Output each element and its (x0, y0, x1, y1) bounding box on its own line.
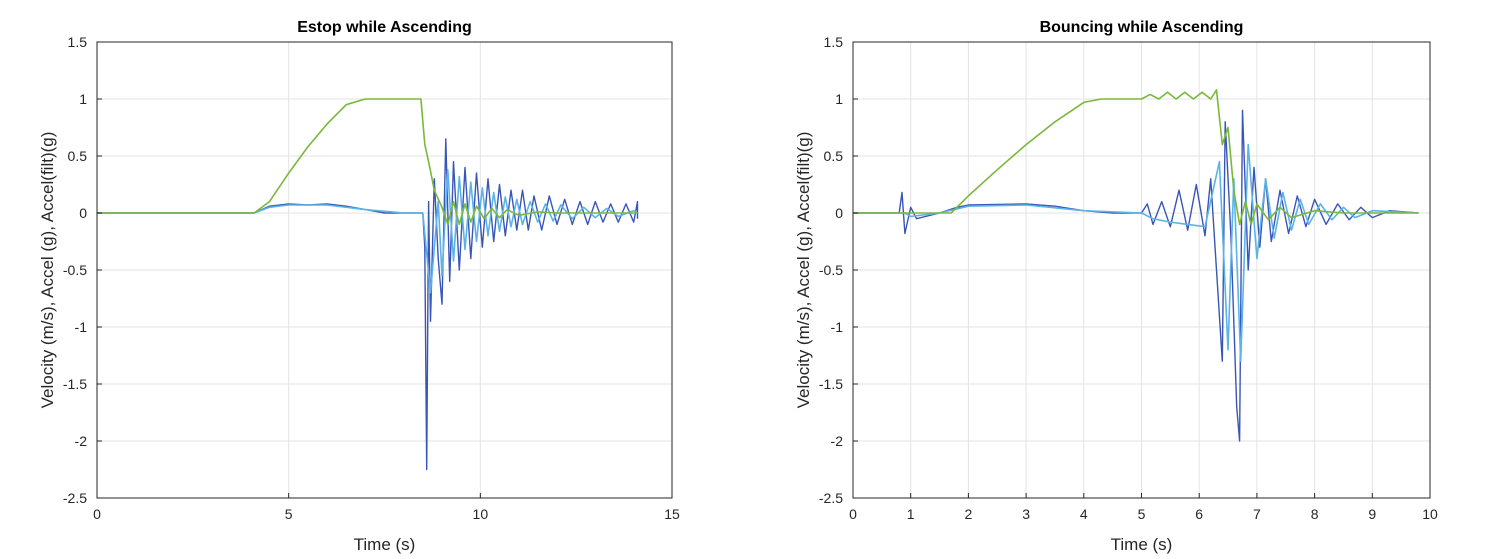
chart-title: Estop while Ascending (297, 19, 472, 36)
y-tick-label: -1.5 (819, 376, 843, 392)
x-tick-label: 1 (907, 506, 915, 522)
y-tick-label: -2.5 (63, 490, 87, 506)
series-line-filtered-accel (853, 143, 1419, 362)
y-tick-label: -0.5 (819, 262, 843, 278)
chart-estop-while-ascending: 0 5 10 15 -2.5 -2 -1.5 -1 -0.5 0 0.5 1 1.5 Estop whil… (38, 19, 680, 554)
y-tick-label: 1 (835, 91, 843, 107)
y-tick-label: -2 (75, 433, 88, 449)
x-tick-label: 0 (849, 506, 857, 522)
y-tick-label: 0 (79, 205, 87, 221)
x-tick-label: 4 (1080, 506, 1088, 522)
x-tick-label: 0 (93, 506, 101, 522)
y-tick-label: -1 (831, 319, 844, 335)
y-tick-label: -0.5 (63, 262, 87, 278)
x-tick-label: 9 (1368, 506, 1376, 522)
x-tick-label: 5 (1138, 506, 1146, 522)
y-tick-label: 0.5 (824, 148, 844, 164)
y-tick-label: 1.5 (68, 34, 88, 50)
x-axis-label: Time (s) (354, 535, 416, 554)
x-tick-label: 2 (965, 506, 973, 522)
y-axis-label: Velocity (m/s), Accel (g), Accel(filt)(g… (794, 132, 813, 409)
x-tick-label: 5 (285, 506, 293, 522)
y-tick-label: -2.5 (819, 490, 843, 506)
series-line-raw-accel (853, 109, 1419, 442)
series-line-velocity (853, 89, 1419, 226)
y-tick-label: 1.5 (824, 34, 844, 50)
x-axis-label: Time (s) (1111, 535, 1173, 554)
x-tick-label: 10 (1422, 506, 1438, 522)
series-line-velocity (97, 98, 638, 226)
y-tick-label: 0 (835, 205, 843, 221)
y-tick-label: -1.5 (63, 376, 87, 392)
y-tick-label: 0.5 (68, 148, 88, 164)
x-tick-label: 10 (473, 506, 489, 522)
x-tick-label: 3 (1022, 506, 1030, 522)
x-tick-label: 6 (1195, 506, 1203, 522)
chart-title: Bouncing while Ascending (1040, 19, 1244, 36)
y-tick-label: -2 (831, 433, 844, 449)
chart-bouncing-while-ascending: 0 1 2 3 4 5 6 7 8 9 10 -2.5 -2 -1.5 -1 -0.5 0 0.5 1 1.5 Boun… (794, 19, 1438, 554)
y-tick-label: -1 (75, 319, 88, 335)
series-line-filtered-accel (97, 168, 638, 294)
y-tick-label: 1 (79, 91, 87, 107)
x-tick-label: 7 (1253, 506, 1261, 522)
x-tick-label: 8 (1311, 506, 1319, 522)
x-tick-label: 15 (664, 506, 680, 522)
y-axis-label: Velocity (m/s), Accel (g), Accel(filt)(g… (38, 132, 57, 409)
